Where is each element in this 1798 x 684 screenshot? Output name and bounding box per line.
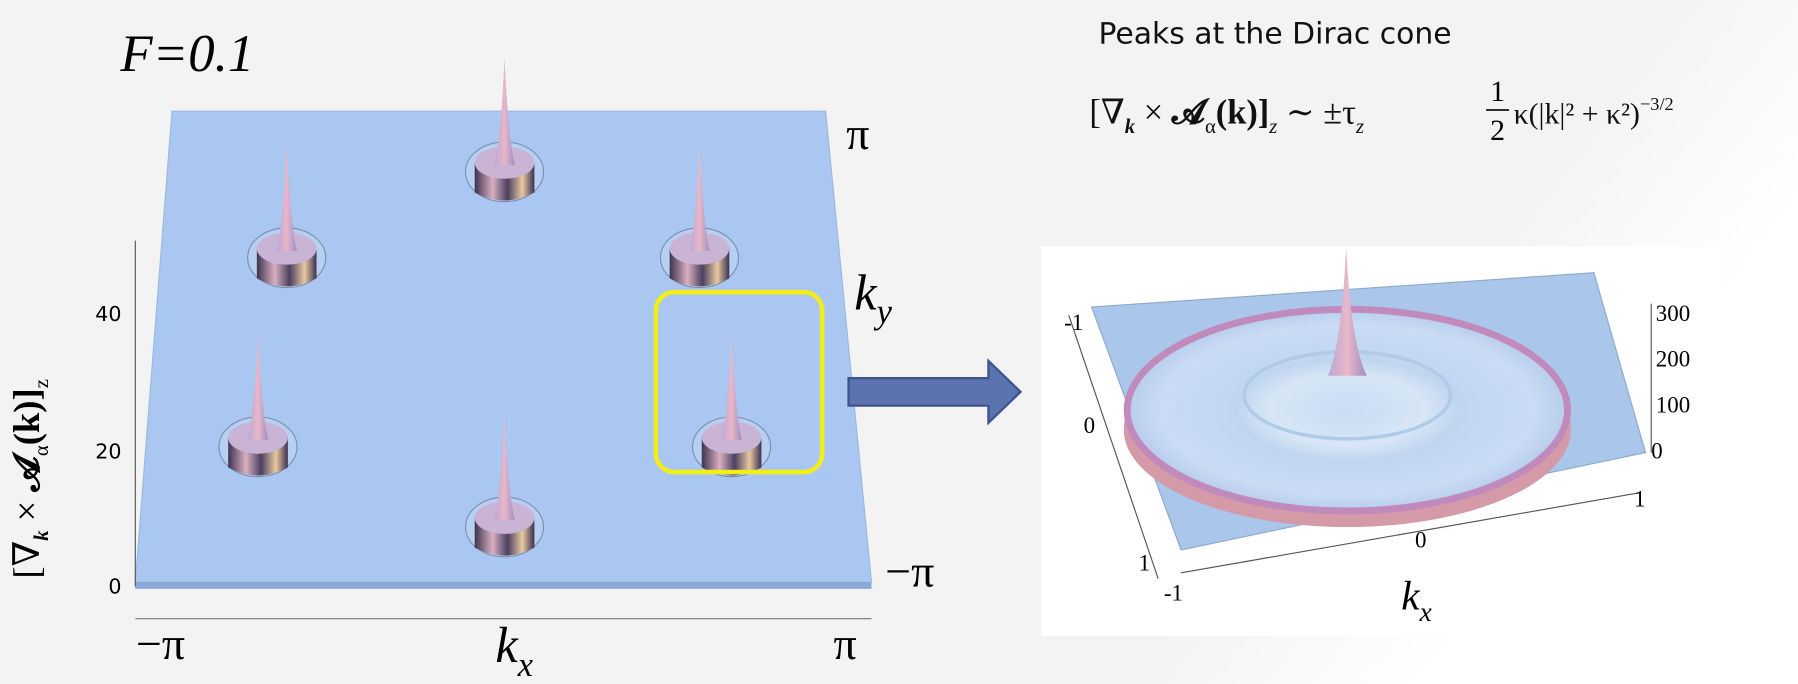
- x-tick-label: −π: [136, 618, 185, 669]
- z-tick-label: 20: [95, 439, 121, 463]
- fraction-numerator: 1: [1490, 75, 1505, 108]
- surface-edge: [135, 582, 871, 589]
- ky-tick-label: 1: [1139, 551, 1150, 576]
- label-part: k: [31, 530, 53, 541]
- label-part: [∇: [6, 541, 47, 579]
- formula-part: (k)]: [1216, 94, 1269, 132]
- z-tick-label: 0: [1651, 438, 1662, 463]
- formula-part: α: [1205, 116, 1216, 138]
- label-part: k: [1401, 573, 1420, 619]
- z-tick-label: 100: [1656, 392, 1690, 417]
- ky-tick-label: −π: [885, 546, 934, 597]
- formula-part: z: [1268, 116, 1277, 138]
- label-part: x: [517, 646, 533, 684]
- ky-tick-label: -1: [1064, 310, 1083, 335]
- label-part: z: [31, 379, 53, 388]
- caption-title: Peaks at the Dirac cone: [1099, 17, 1452, 52]
- x-tick-label: π: [834, 618, 857, 669]
- z-tick-label: 300: [1656, 301, 1690, 326]
- label-part: α: [31, 445, 53, 456]
- label-part: y: [874, 293, 893, 331]
- formula-part: [∇: [1089, 94, 1124, 132]
- formula-part: ∼ ±τ: [1277, 94, 1356, 132]
- z-tick-label: 200: [1656, 347, 1690, 372]
- formula-part: ×: [1135, 94, 1172, 132]
- z-axis-label: [∇k × 𝓐α(k)]z: [6, 379, 53, 578]
- label-part: x: [1419, 596, 1432, 627]
- label-part: ×: [6, 491, 47, 530]
- formula-part: z: [1355, 116, 1364, 138]
- label-part: k: [495, 617, 519, 673]
- fraction-denominator: 2: [1490, 114, 1505, 147]
- label-part: (k)]: [6, 388, 47, 445]
- ky-tick-label: 0: [1084, 413, 1095, 438]
- kx-tick-label: -1: [1164, 580, 1183, 605]
- slide: F=0.1 [∇k × 𝓐α(k)]z 0 20 40 −π π kx π −π…: [0, 0, 1798, 684]
- formula-part: 𝓐: [1171, 94, 1210, 132]
- formula-part: −3/2: [1640, 94, 1674, 114]
- page: F=0.1 [∇k × 𝓐α(k)]z 0 20 40 −π π kx π −π…: [0, 0, 1798, 684]
- z-tick-label: 40: [95, 302, 121, 326]
- z-tick-label: 0: [108, 574, 121, 598]
- label-part: k: [854, 264, 878, 320]
- ky-tick-label: π: [846, 108, 869, 159]
- plot-label: F=0.1: [119, 25, 254, 83]
- kx-tick-label: 0: [1415, 528, 1426, 553]
- formula-part: κ(|k|² + κ²): [1514, 98, 1640, 131]
- kx-tick-label: 1: [1634, 486, 1645, 511]
